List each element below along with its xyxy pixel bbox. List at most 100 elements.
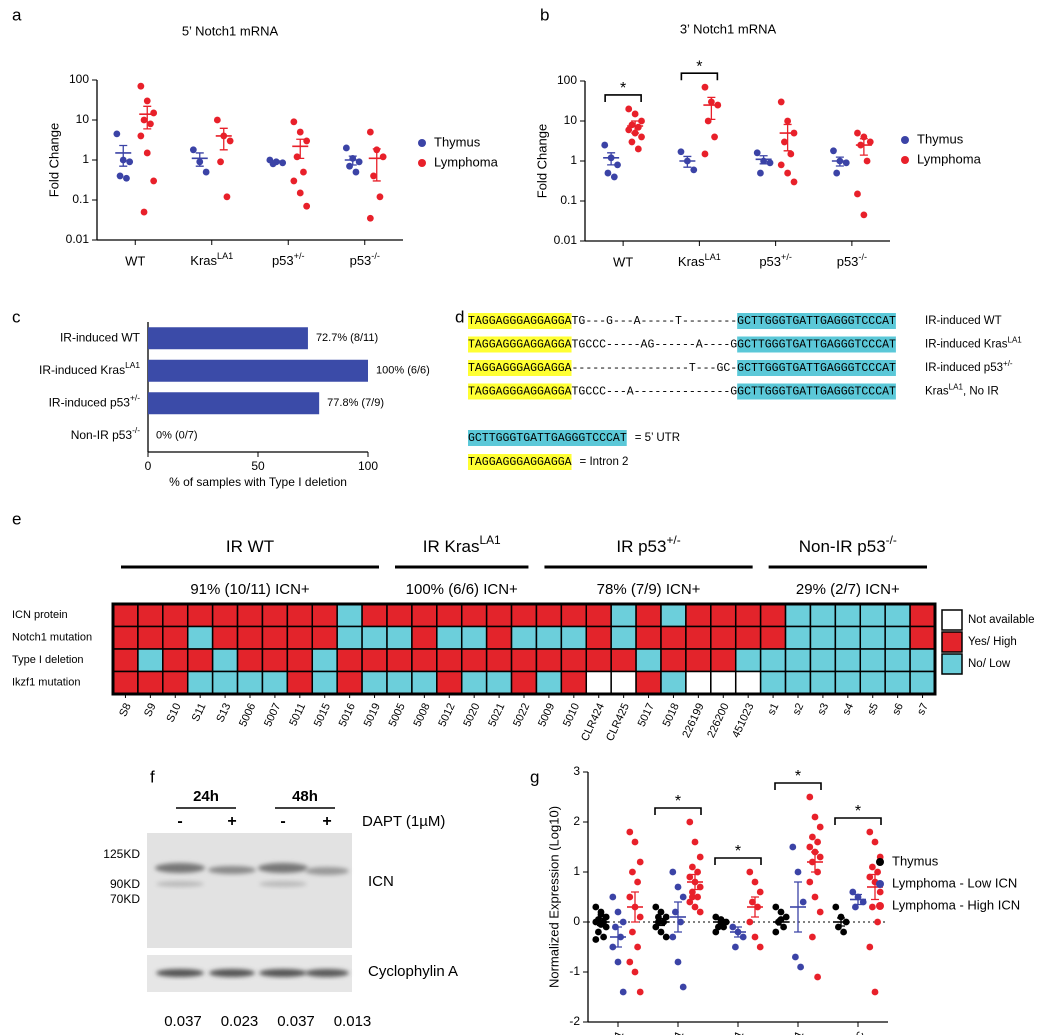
data-point <box>860 211 868 219</box>
data-point <box>809 933 816 941</box>
heatmap-cell <box>211 603 239 628</box>
x-tick-label: Dtx1 <box>783 1028 806 1035</box>
legend-label: Thymus <box>892 853 939 868</box>
sequence: -----------------T---GC- <box>572 362 738 375</box>
heatmap-cell <box>909 670 936 695</box>
sequence: GCTTGGGTGATTGAGGGTCCCAT <box>737 386 896 399</box>
sample-label: 5020 <box>461 701 482 728</box>
sequence: TG---G---A-----T-------- <box>572 315 738 328</box>
error-bar <box>759 155 768 165</box>
error-bar <box>296 138 305 159</box>
data-point <box>376 193 384 201</box>
data-point <box>696 908 704 916</box>
data-point <box>787 150 795 158</box>
heatmap-cell <box>859 625 886 650</box>
data-point <box>701 83 709 91</box>
data-point <box>691 838 699 846</box>
data-point <box>729 923 737 931</box>
x-tick-label: KrasLA1 <box>190 251 233 268</box>
group-title: IR p53+/- <box>616 533 680 556</box>
data-point <box>626 828 634 836</box>
quantification: 0.037 <box>164 1013 202 1030</box>
data-point <box>690 166 698 174</box>
sample-label: s7 <box>915 701 931 717</box>
blot-band <box>305 867 349 875</box>
error-bar <box>195 152 204 167</box>
sample-label: S11 <box>190 701 209 723</box>
sample-label: s2 <box>791 701 807 717</box>
panel-letter: g <box>530 767 539 786</box>
data-point <box>677 148 685 156</box>
heatmap-cell <box>759 670 787 695</box>
sample-label: 226199 <box>680 701 706 739</box>
sequence-highlight <box>468 313 572 329</box>
heatmap-cell <box>734 625 762 650</box>
heatmap-cell <box>610 603 637 628</box>
y-tick-label: 100 <box>69 72 89 86</box>
heatmap-cell <box>186 670 214 695</box>
heatmap-cell <box>361 648 388 673</box>
data-point <box>792 953 799 961</box>
heatmap-cell <box>660 625 687 650</box>
x-tick-label: p53-/- <box>837 252 867 269</box>
data-point <box>753 149 761 157</box>
label-part: Kras <box>678 254 705 269</box>
blot-band <box>155 863 205 873</box>
sequence: TAGGAGGGAGGAGGA <box>468 315 572 328</box>
data-point <box>137 82 145 90</box>
superscript: -/- <box>371 251 380 261</box>
data-point <box>674 958 682 966</box>
error-bar <box>372 148 381 182</box>
sample-label: 5006 <box>237 701 258 728</box>
heatmap-cell <box>485 670 513 695</box>
data-point <box>634 943 641 951</box>
legend-swatch <box>941 609 963 631</box>
label-part: IR-induced Kras <box>39 363 125 377</box>
data-point <box>600 933 607 941</box>
error-bar <box>837 917 845 927</box>
data-point <box>123 174 130 182</box>
blot-band <box>156 969 204 977</box>
data-point <box>303 137 311 145</box>
data-point <box>140 116 148 124</box>
data-point <box>746 918 754 926</box>
data-point <box>296 189 304 197</box>
y-tick-label: 10 <box>76 112 90 126</box>
data-point <box>711 133 718 141</box>
heatmap-cell <box>510 603 538 628</box>
value-label: 72.7% (8/11) <box>316 332 378 344</box>
data-point <box>871 988 879 996</box>
heatmap-cell <box>685 603 712 628</box>
quantification: 0.013 <box>334 1013 372 1030</box>
heatmap-cell <box>685 648 712 673</box>
sample-label: S10 <box>164 701 183 724</box>
data-point <box>636 988 644 996</box>
heatmap-cell <box>411 670 438 695</box>
heatmap-cell <box>710 648 737 673</box>
quantification: 0.023 <box>221 1013 259 1030</box>
heatmap-cell <box>884 625 911 650</box>
legend-label: Yes/ High <box>968 636 1017 648</box>
heatmap-cell <box>236 603 264 628</box>
sample-label: 5010 <box>561 701 582 728</box>
data-point <box>652 923 660 931</box>
data-point <box>140 208 148 216</box>
heatmap-cell <box>261 648 289 673</box>
heatmap-cell <box>137 648 164 673</box>
sample-label: 5017 <box>636 701 657 728</box>
y-tick-label: 0.1 <box>72 192 89 206</box>
y-tick-label: 1 <box>82 152 89 166</box>
y-tick-label: 100 <box>557 73 577 87</box>
label-part: Kras <box>190 253 217 268</box>
data-point <box>811 893 819 901</box>
heatmap-cell <box>759 648 787 673</box>
data-point <box>777 908 785 916</box>
significance-bracket <box>714 857 762 865</box>
marker-label: 90KD <box>110 877 140 891</box>
heatmap-cell <box>361 603 388 628</box>
data-point <box>712 913 720 921</box>
data-point <box>854 129 861 137</box>
sample-label: 5018 <box>661 701 682 728</box>
superscript: +/- <box>130 392 140 402</box>
data-point <box>781 138 788 146</box>
